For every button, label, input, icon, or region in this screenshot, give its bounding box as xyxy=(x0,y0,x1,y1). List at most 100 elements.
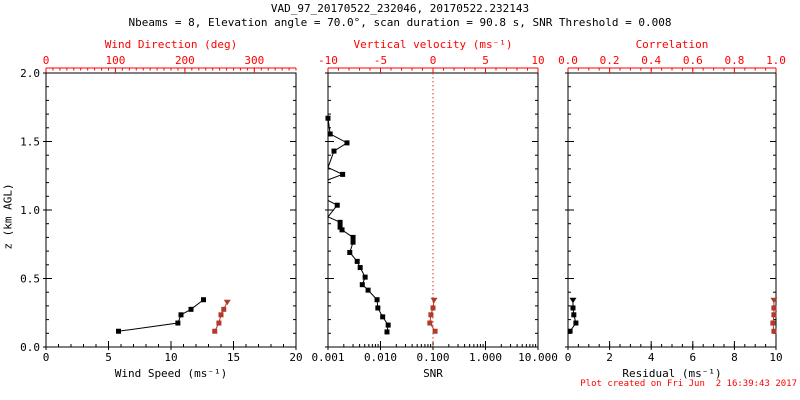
bottom-tick-label: 0.001 xyxy=(311,351,344,364)
marker-snr-profile xyxy=(350,239,356,245)
marker-wind-direction xyxy=(221,306,227,312)
top-tick-label: 10 xyxy=(531,54,544,67)
y-tick-label: 1.5 xyxy=(20,136,40,149)
top-axis-title: Correlation xyxy=(636,38,709,51)
marker-vertical-velocity xyxy=(428,312,434,318)
top-tick-label: 0 xyxy=(430,54,437,67)
panel-box xyxy=(567,72,777,348)
panel-box xyxy=(45,72,297,348)
top-tick-label: -10 xyxy=(318,54,338,67)
marker-snr-profile xyxy=(365,287,371,293)
marker-snr-profile xyxy=(362,274,368,280)
marker-residual xyxy=(571,312,577,318)
bottom-tick-label: 10.000 xyxy=(518,351,558,364)
marker-snr-profile xyxy=(337,219,343,225)
marker-snr-profile xyxy=(339,227,345,233)
bottom-tick-label: 6 xyxy=(689,351,696,364)
marker-wind-speed xyxy=(201,297,206,303)
panel-wind: 0 100 200 300 Wind Direction (deg) 0 5 10 15 20 Wi… xyxy=(20,38,303,380)
marker-residual xyxy=(567,328,573,334)
y-tick-label: 0.5 xyxy=(20,273,40,286)
y-tick-label: 2.0 xyxy=(20,67,40,80)
marker-wind-speed xyxy=(188,306,194,312)
y-tick-label: 0.0 xyxy=(20,341,40,354)
plot-subtitle: Nbeams = 8, Elevation angle = 70.0°, sca… xyxy=(128,16,672,29)
marker-wind-direction xyxy=(216,320,222,326)
bottom-axis-title: Wind Speed (ms⁻¹) xyxy=(115,367,228,380)
marker-wind-direction xyxy=(223,299,231,306)
marker-snr-profile xyxy=(357,265,363,271)
marker-correlation xyxy=(770,320,776,326)
bottom-tick-label: 0.100 xyxy=(416,351,449,364)
marker-wind-direction xyxy=(212,328,218,334)
top-tick-label: 0.6 xyxy=(683,54,703,67)
bottom-tick-label: 4 xyxy=(648,351,655,364)
top-tick-label: 0.0 xyxy=(558,54,578,67)
bottom-tick-label: 0 xyxy=(565,351,572,364)
marker-vertical-velocity xyxy=(430,297,438,304)
marker-snr-profile xyxy=(350,234,356,240)
top-tick-label: 0.2 xyxy=(600,54,620,67)
marker-snr-profile xyxy=(380,314,386,320)
marker-vertical-velocity xyxy=(427,320,433,326)
marker-correlation xyxy=(771,312,777,318)
marker-snr-profile xyxy=(385,322,391,328)
marker-wind-speed xyxy=(116,328,121,334)
bottom-tick-label: 10 xyxy=(164,351,177,364)
marker-residual xyxy=(569,297,577,304)
marker-residual xyxy=(573,320,579,326)
top-tick-label: 1.0 xyxy=(766,54,786,67)
bottom-tick-label: 2 xyxy=(606,351,613,364)
bottom-tick-label: 8 xyxy=(731,351,738,364)
marker-correlation xyxy=(771,328,777,334)
marker-snr-profile xyxy=(374,297,380,303)
bottom-tick-label: 5 xyxy=(105,351,112,364)
top-tick-label: 5 xyxy=(482,54,489,67)
top-tick-label: 0 xyxy=(43,54,50,67)
marker-snr-profile xyxy=(359,282,365,288)
marker-wind-speed xyxy=(175,320,181,326)
marker-snr-profile xyxy=(340,171,346,177)
bottom-tick-label: 10 xyxy=(769,351,782,364)
marker-vertical-velocity xyxy=(430,305,436,311)
marker-snr-profile xyxy=(344,140,350,146)
top-axis-title: Wind Direction (deg) xyxy=(105,38,237,51)
top-tick-label: -5 xyxy=(374,54,387,67)
plot-title: VAD_97_20170522_232046, 20170522.232143 xyxy=(270,2,530,15)
panel-residual: 0.0 0.2 0.4 0.6 0.8 1.0 Correlation 0 2 4 6 8 10 Resi… xyxy=(558,38,786,380)
marker-snr-profile xyxy=(354,258,360,264)
bottom-tick-label: 0 xyxy=(43,351,50,364)
plot-created-timestamp: Plot created on Fri Jun 2 16:39:43 2017 xyxy=(580,379,797,389)
top-tick-label: 100 xyxy=(106,54,126,67)
bottom-tick-label: 20 xyxy=(289,351,302,364)
marker-snr-profile xyxy=(347,249,353,255)
marker-vertical-velocity xyxy=(432,328,438,334)
marker-wind-speed xyxy=(178,312,184,318)
marker-residual xyxy=(570,305,576,311)
marker-snr-profile xyxy=(375,305,381,311)
marker-snr-profile xyxy=(384,329,390,335)
marker-snr-profile xyxy=(337,224,343,230)
marker-wind-direction xyxy=(218,312,224,318)
y-axis-label: z (km AGL) xyxy=(1,183,15,250)
marker-snr-profile xyxy=(331,148,337,154)
y-tick-label: 1.0 xyxy=(20,204,40,217)
marker-correlation xyxy=(771,305,777,311)
top-axis-title: Vertical velocity (ms⁻¹) xyxy=(354,38,513,51)
marker-snr-profile xyxy=(334,202,340,208)
bottom-tick-label: 0.010 xyxy=(364,351,397,364)
bottom-tick-label: 1.000 xyxy=(469,351,502,364)
bottom-axis-title: Residual (ms⁻¹) xyxy=(622,367,721,380)
bottom-tick-label: 15 xyxy=(227,351,240,364)
top-tick-label: 200 xyxy=(175,54,195,67)
top-tick-label: 300 xyxy=(244,54,264,67)
series-line-wind-speed xyxy=(118,299,204,332)
bottom-axis-title: SNR xyxy=(423,367,443,380)
top-tick-label: 0.8 xyxy=(724,54,744,67)
top-tick-label: 0.4 xyxy=(641,54,661,67)
marker-correlation xyxy=(770,297,778,304)
marker-snr-profile xyxy=(327,131,333,137)
panel-snr: -10 -5 0 5 10 Vertical velocity (ms⁻¹) 0.001 0.… xyxy=(311,38,557,380)
